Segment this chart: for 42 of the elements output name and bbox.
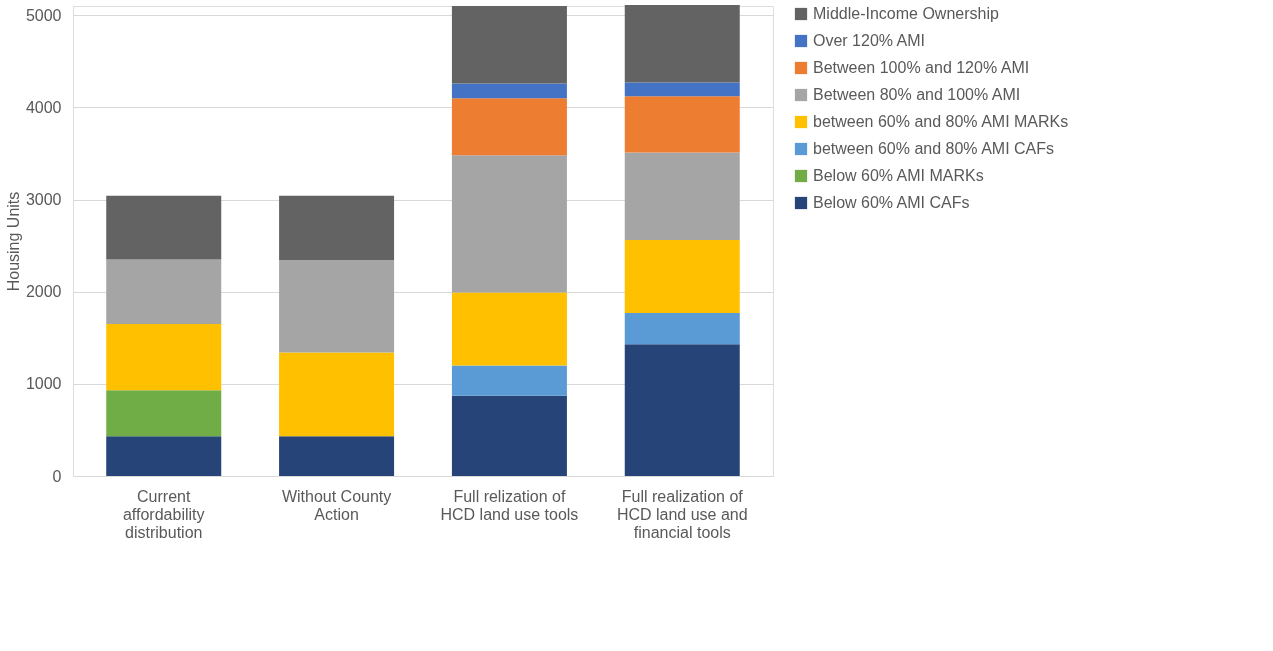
y-tick-label: 2000 — [25, 283, 62, 301]
bar — [451, 98, 567, 156]
bar — [106, 259, 222, 324]
bar — [451, 365, 567, 396]
bar — [624, 344, 740, 476]
y-tick-label: 5000 — [25, 6, 62, 24]
bar — [451, 292, 567, 366]
x-tick-label: Current affordability distribution — [122, 487, 205, 541]
bar — [279, 260, 395, 353]
legend-label: Over 120% AMI — [813, 32, 926, 49]
bar — [106, 436, 222, 476]
legend-label: Below 60% AMI CAFs — [813, 194, 970, 211]
bar — [106, 195, 222, 260]
bar — [106, 390, 222, 437]
legend-label: Between 100% and 120% AMI — [813, 59, 1030, 76]
bar — [279, 436, 395, 476]
y-tick-label: 0 — [52, 467, 62, 485]
bar — [624, 240, 740, 313]
legend-label: Below 60% AMI MARKs — [813, 167, 984, 184]
bar — [279, 352, 395, 437]
legend-label: between 60% and 80% AMI CAFs — [813, 140, 1055, 157]
y-tick-label: 3000 — [25, 191, 62, 209]
y-tick-label: 1000 — [25, 375, 62, 393]
bar — [624, 96, 740, 153]
x-tick-label: Full realization of HCD land use and financial tools — [616, 487, 748, 541]
bar — [451, 83, 567, 99]
x-tick-label: Without County Action — [281, 487, 392, 523]
x-tick-label: Full relization of HCD land use tools — [440, 487, 579, 523]
legend-label: between 60% and 80% AMI MARKs — [813, 113, 1069, 130]
bar — [624, 152, 740, 241]
legend-label: Between 80% and 100% AMI — [813, 86, 1021, 103]
bar — [106, 323, 222, 391]
bar — [451, 395, 567, 476]
bar — [451, 6, 567, 84]
bar — [624, 312, 740, 345]
legend-label: Middle-Income Ownership — [813, 5, 999, 22]
y-axis-title: Housing Units — [4, 191, 22, 292]
bar — [624, 82, 740, 97]
bar — [451, 155, 567, 293]
y-tick-label: 4000 — [25, 98, 62, 116]
bar — [624, 5, 740, 83]
bar — [279, 195, 395, 261]
